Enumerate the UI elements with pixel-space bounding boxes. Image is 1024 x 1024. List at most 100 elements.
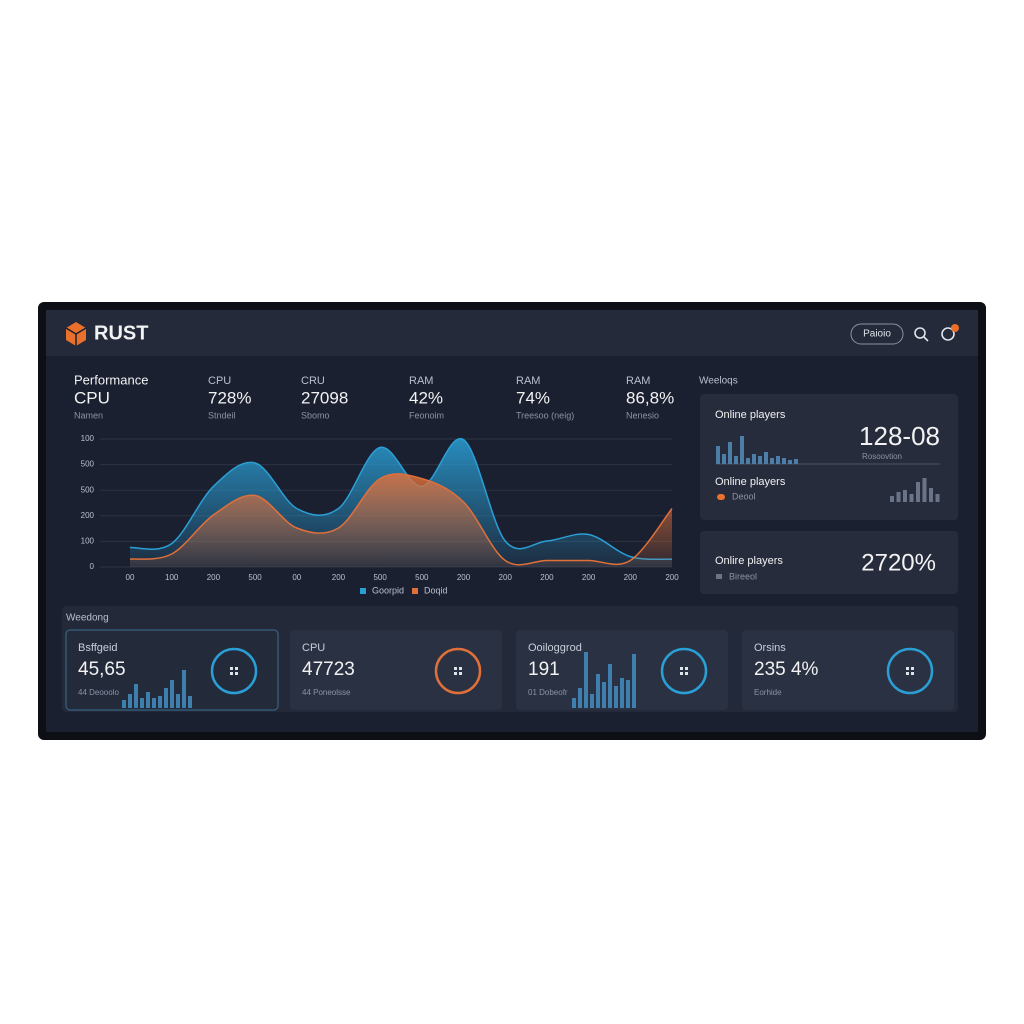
legend-label: Goorpid	[372, 585, 404, 595]
mini-bar	[578, 688, 582, 708]
mini-bar	[170, 680, 174, 708]
mini-bar	[188, 696, 192, 708]
card-label: Bsffgeid	[78, 642, 118, 654]
stat-sub: Nenesio	[626, 410, 659, 420]
y-tick-label: 100	[81, 537, 95, 546]
mini-bar	[164, 688, 168, 708]
stat-value: 27098	[301, 388, 348, 407]
panel-value: 2720%	[861, 549, 936, 576]
ring-icon	[230, 672, 233, 675]
panel-sub: Rosoovtion	[862, 452, 902, 461]
line	[129, 437, 673, 561]
side-panel	[700, 394, 958, 520]
mini-bar	[152, 698, 156, 708]
progress-ring	[210, 647, 258, 695]
mini-bar	[122, 700, 126, 708]
stat-sub: Feonoim	[409, 410, 444, 420]
header-button[interactable]	[850, 323, 904, 345]
mini-bar	[626, 680, 630, 708]
x-tick-label: 200	[332, 573, 346, 582]
search-icon[interactable]	[914, 327, 926, 339]
stat-value: 86,8%	[626, 388, 674, 407]
card-label: Orsins	[754, 642, 786, 654]
mini-bar	[728, 442, 732, 464]
line	[129, 473, 673, 566]
legend-swatch	[360, 588, 366, 594]
notification-icon[interactable]	[941, 327, 955, 341]
button-label: Paioio	[863, 329, 891, 340]
ring-icon	[454, 667, 457, 670]
mini-bar	[758, 456, 762, 464]
stat-value: 728%	[208, 388, 251, 407]
x-tick-label: 500	[373, 573, 387, 582]
stat-label: Performance	[74, 372, 148, 387]
ring-icon	[911, 672, 914, 675]
card-label: CPU	[302, 642, 325, 654]
y-tick-label: 100	[81, 434, 95, 443]
mini-bar	[146, 692, 150, 708]
x-tick-label: 200	[540, 573, 554, 582]
card-sub: Eorhide	[754, 688, 782, 697]
x-tick-label: 200	[582, 573, 596, 582]
card-sub: 01 Dobeofr	[528, 688, 568, 697]
status-dot	[717, 494, 725, 500]
mini-bar	[590, 694, 594, 708]
mini-bar	[632, 654, 636, 708]
mini-bar	[722, 454, 726, 464]
ring-icon	[911, 667, 914, 670]
mini-bar	[890, 496, 894, 502]
section-title: Weeloqs	[699, 376, 738, 387]
ring-icon	[454, 672, 457, 675]
mini-bar	[776, 456, 780, 464]
x-tick-label: 200	[624, 573, 638, 582]
mini-bar	[140, 698, 144, 708]
ring-icon	[685, 672, 688, 675]
notification-dot	[951, 324, 959, 332]
mini-bar	[764, 452, 768, 464]
mini-bar	[794, 459, 798, 464]
mini-bar	[572, 698, 576, 708]
brand: RUST	[94, 322, 148, 344]
logo-lines	[65, 327, 87, 346]
x-tick-label: 200	[499, 573, 513, 582]
ring-icon	[235, 672, 238, 675]
stat-label: CPU	[208, 375, 231, 387]
ring-icon	[680, 667, 683, 670]
bottom-section	[62, 606, 958, 712]
mini-bar	[782, 458, 786, 464]
ring-icon	[230, 667, 233, 670]
y-tick-label: 200	[81, 511, 95, 520]
mini-bar	[896, 492, 901, 502]
progress-ring	[660, 647, 708, 695]
mini-bar	[134, 684, 138, 708]
mini-bar	[916, 482, 920, 502]
card-sub: 44 Deooolo	[78, 688, 119, 697]
legend-label: Doqid	[424, 585, 448, 595]
panel-label: Onlire players	[715, 555, 783, 567]
status-dot	[716, 574, 722, 579]
stat-sub: Treesoo (neig)	[516, 410, 574, 420]
mini-bar	[182, 670, 186, 708]
x-tick-label: 200	[457, 573, 471, 582]
x-tick-label: 200	[207, 573, 221, 582]
card-label: Ooiloggrod	[528, 642, 582, 654]
mini-bar	[734, 456, 738, 464]
mini-bar	[584, 652, 588, 708]
x-tick-label: 100	[165, 573, 179, 582]
mini-bar	[608, 664, 612, 708]
progress-ring	[434, 647, 482, 695]
x-tick-label: 200	[665, 573, 679, 582]
stat-label: RAM	[626, 375, 650, 387]
panel-value: 128-08	[859, 421, 940, 451]
mini-bar	[929, 488, 933, 502]
ring-icon	[906, 672, 909, 675]
ring-icon	[685, 667, 688, 670]
card-value: 235 4%	[754, 659, 819, 680]
stat-label: RAM	[516, 375, 540, 387]
x-tick-label: 00	[292, 573, 301, 582]
card-value: 45,65	[78, 659, 126, 680]
mini-bar	[716, 446, 720, 464]
card-sub: 44 Poneolsse	[302, 688, 351, 697]
ring-icon	[459, 667, 462, 670]
